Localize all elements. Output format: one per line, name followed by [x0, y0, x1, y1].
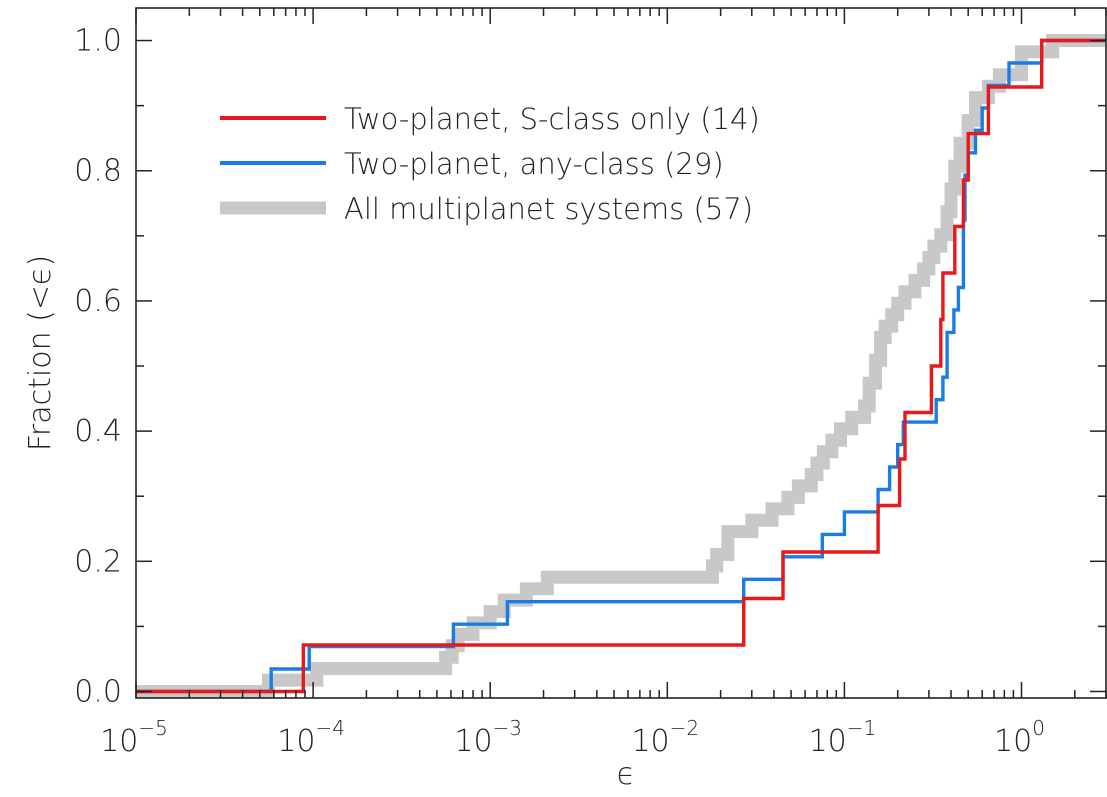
- x-tick-label: 100: [994, 716, 1045, 759]
- x-tick-base: 10: [100, 724, 138, 759]
- x-tick-label: 10−5: [100, 716, 168, 759]
- series-line-0: [136, 34, 1106, 698]
- y-tick-label: 0.8: [74, 154, 122, 189]
- y-axis-title: Fraction (<ϵ): [23, 255, 58, 451]
- y-tick-label: 1.0: [74, 24, 122, 59]
- x-axis-title: ϵ: [617, 757, 635, 792]
- x-tick-base: 10: [631, 724, 669, 759]
- x-tick-base: 10: [809, 724, 847, 759]
- x-tick-exponent: −5: [138, 716, 167, 740]
- labels-layer: 0.00.20.40.60.81.010−5 10−4 10−3 10−2 10−1 10…: [74, 24, 1045, 759]
- legend-label-1: Two-planet, any-class (29): [344, 147, 724, 181]
- series-line-2: [136, 38, 1106, 694]
- legend-label-0: All multiplanet systems (57): [344, 192, 753, 226]
- y-tick-label: 0.0: [74, 674, 122, 709]
- x-tick-base: 10: [454, 724, 492, 759]
- series-line-1: [136, 38, 1106, 694]
- x-tick-exponent: −4: [315, 716, 344, 740]
- legend: Two-planet, S-class only (14) Two-planet,…: [220, 102, 760, 226]
- x-tick-base: 10: [277, 724, 315, 759]
- x-tick-exponent: −3: [493, 716, 522, 740]
- y-tick-label: 0.4: [74, 414, 122, 449]
- plot-frame: [135, 7, 1107, 699]
- x-tick-label: 10−1: [809, 716, 877, 759]
- x-tick-label: 10−4: [277, 716, 345, 759]
- x-tick-base: 10: [994, 724, 1032, 759]
- x-tick-exponent: −2: [670, 716, 699, 740]
- ticks-layer: [135, 8, 1107, 698]
- legend-label-2: Two-planet, S-class only (14): [344, 102, 760, 136]
- y-tick-label: 0.2: [74, 544, 122, 579]
- x-tick-label: 10−2: [631, 716, 699, 759]
- x-tick-exponent: −1: [847, 716, 876, 740]
- x-tick-label: 10−3: [454, 716, 522, 759]
- x-tick-exponent: 0: [1032, 716, 1045, 740]
- y-tick-label: 0.6: [74, 284, 122, 319]
- series-layer: [136, 34, 1106, 698]
